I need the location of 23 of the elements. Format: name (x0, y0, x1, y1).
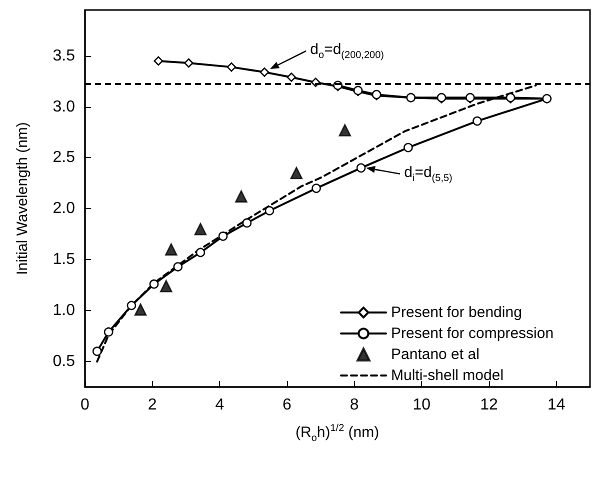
x-tick-label: 14 (547, 396, 566, 414)
y-tick-label: 3.0 (52, 98, 76, 116)
y-tick-label: 1.5 (52, 251, 76, 268)
x-tick-label: 10 (412, 396, 431, 414)
x-tick-label: 0 (80, 396, 90, 414)
legend-label: Multi-shell model (391, 367, 504, 384)
annotation: d$_{i}$=d$_{(5,5)}$ (404, 164, 452, 184)
y-tick-label: 2.0 (52, 200, 76, 218)
x-tick-label: 12 (480, 396, 498, 414)
x-tick-label: 4 (215, 396, 224, 414)
y-tick-label: 0.5 (52, 353, 76, 370)
x-axis-title: (R$_{o}$h)$^{1/2}$ (nm) (296, 423, 380, 444)
legend-label: Present for compression (391, 325, 554, 342)
x-tick-label: 2 (148, 396, 157, 414)
x-tick-label: 6 (282, 396, 292, 414)
y-tick-label: 1.0 (52, 302, 76, 320)
y-tick-label: 3.5 (52, 47, 76, 64)
annotation: d$_{o}$=d$_{(200,200)}$ (310, 41, 384, 62)
y-axis-title: Initial Wavelength (nm) (13, 122, 30, 275)
legend-label: Present for bending (391, 304, 522, 321)
legend-label: Pantano et al (391, 346, 480, 363)
y-tick-label: 2.5 (52, 149, 76, 166)
x-tick-label: 8 (350, 396, 359, 414)
